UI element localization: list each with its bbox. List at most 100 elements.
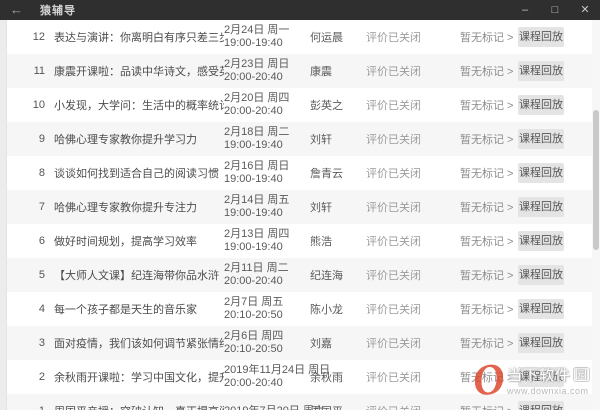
course-number: 12 xyxy=(32,31,45,43)
mark-link[interactable]: 暂无标记 > xyxy=(460,372,514,384)
course-time: 20:10-20:50 xyxy=(224,309,283,321)
course-date: 2月20日 周四 xyxy=(224,92,290,104)
course-date: 2月16日 周日 xyxy=(224,160,290,172)
mark-link[interactable]: 暂无标记 > xyxy=(460,338,514,350)
course-datetime: 2月16日 周日 19:00-19:40 xyxy=(224,160,310,186)
mark-link[interactable]: 暂无标记 > xyxy=(460,168,514,180)
course-datetime: 2月13日 周四 19:00-19:40 xyxy=(224,228,310,254)
course-number: 3 xyxy=(38,337,45,349)
course-title: 余秋雨开课啦：学习中国文化，提升文学素养 xyxy=(54,372,224,384)
playback-button[interactable]: 课程回放 xyxy=(518,367,564,387)
teacher-name: 刘轩 xyxy=(310,202,332,214)
course-number: 4 xyxy=(38,303,45,315)
course-datetime: 2月24日 周一 19:00-19:40 xyxy=(224,24,310,50)
teacher-name: 刘轩 xyxy=(310,134,332,146)
course-time: 19:00-19:40 xyxy=(224,37,283,49)
teacher-name: 彭英之 xyxy=(310,100,343,112)
mark-link[interactable]: 暂无标记 > xyxy=(460,403,518,410)
course-time: 19:00-19:40 xyxy=(224,207,283,219)
mark-link[interactable]: 暂无标记 > xyxy=(460,236,514,248)
close-button[interactable]: ✕ xyxy=(580,4,590,16)
evaluation-status: 评价已关闭 xyxy=(366,66,421,78)
course-title: 【大师人文课】纪连海带你品水浒 xyxy=(54,270,219,282)
evaluation-status: 评价已关闭 xyxy=(366,134,421,146)
course-title: 哈佛心理专家教你提升学习力 xyxy=(54,134,197,146)
course-title: 哈佛心理专家教你提升专注力 xyxy=(54,202,197,214)
minimize-button[interactable]: – xyxy=(521,4,529,16)
course-row: 3 面对疫情，我们该如何调节紧张情绪 2月6日 周四 20:10-20:50 刘… xyxy=(7,326,592,360)
course-datetime: 2月11日 周二 20:00-20:40 xyxy=(224,262,310,288)
course-title: 做好时间规划，提高学习效率 xyxy=(54,236,197,248)
titlebar: ← 猿辅导 – □ ✕ xyxy=(0,0,600,20)
course-number: 11 xyxy=(33,65,45,77)
evaluation-status: 评价已关闭 xyxy=(366,270,421,282)
playback-button[interactable]: 课程回放 xyxy=(518,265,564,285)
maximize-button[interactable]: □ xyxy=(551,4,559,16)
back-arrow-icon[interactable]: ← xyxy=(10,2,23,17)
course-datetime: 2月7日 周五 20:10-20:50 xyxy=(224,296,310,322)
teacher-name: 余秋雨 xyxy=(310,372,343,384)
mark-link[interactable]: 暂无标记 > xyxy=(460,32,514,44)
course-row: 11 康震开课啦：品读中华诗文，感受英雄力量 2月23日 周日 20:00-20… xyxy=(7,54,592,88)
mark-link[interactable]: 暂无标记 > xyxy=(460,66,514,78)
evaluation-status: 评价已关闭 xyxy=(366,372,421,384)
course-row: 4 每一个孩子都是天生的音乐家 2月7日 周五 20:10-20:50 陈小龙 … xyxy=(7,292,592,326)
course-row: 7 哈佛心理专家教你提升专注力 2月14日 周五 19:00-19:40 刘轩 … xyxy=(7,190,592,224)
mark-link[interactable]: 暂无标记 > xyxy=(460,304,514,316)
course-title: 表达与演讲：你离明白有序只差三步 xyxy=(54,32,224,44)
course-date: 2月11日 周二 xyxy=(224,262,289,274)
course-row: 8 谈谈如何找到适合自己的阅读习惯 2月16日 周日 19:00-19:40 詹… xyxy=(7,156,592,190)
app-title: 猿辅导 xyxy=(40,5,76,17)
course-datetime: 2月18日 周二 19:00-19:40 xyxy=(224,126,310,152)
playback-button[interactable]: 课程回放 xyxy=(518,95,564,115)
playback-button[interactable]: 课程回放 xyxy=(518,401,564,410)
playback-button[interactable]: 课程回放 xyxy=(518,61,564,81)
course-row: 12 表达与演讲：你离明白有序只差三步 2月24日 周一 19:00-19:40… xyxy=(7,20,592,54)
course-title: 小发现，大学问：生活中的概率统计思维 xyxy=(54,100,224,112)
course-number: 7 xyxy=(38,201,45,213)
playback-button[interactable]: 课程回放 xyxy=(518,299,564,319)
teacher-name: 周国平 xyxy=(310,403,366,410)
course-date: 2月18日 周二 xyxy=(224,126,290,138)
course-list: 12 表达与演讲：你离明白有序只差三步 2月24日 周一 19:00-19:40… xyxy=(7,20,592,410)
course-date: 2月14日 周五 xyxy=(224,194,290,206)
course-number: 8 xyxy=(38,167,45,179)
course-title: 康震开课啦：品读中华诗文，感受英雄力量 xyxy=(54,66,224,78)
scrollbar[interactable] xyxy=(592,20,600,410)
teacher-name: 陈小龙 xyxy=(310,304,343,316)
evaluation-status: 评价已关闭 xyxy=(366,338,421,350)
course-time: 19:00-19:40 xyxy=(224,139,283,151)
playback-button[interactable]: 课程回放 xyxy=(518,333,564,353)
mark-link[interactable]: 暂无标记 > xyxy=(460,202,514,214)
left-edge-strip xyxy=(0,20,7,410)
course-time: 20:00-20:40 xyxy=(224,275,283,287)
teacher-name: 熊浩 xyxy=(310,236,332,248)
course-row: 6 做好时间规划，提高学习效率 2月13日 周四 19:00-19:40 熊浩 … xyxy=(7,224,592,258)
course-datetime: 2019年7月20日 周六 xyxy=(224,405,325,410)
teacher-name: 何运晨 xyxy=(310,32,343,44)
playback-button[interactable]: 课程回放 xyxy=(518,163,564,183)
course-date: 2月24日 周一 xyxy=(224,24,290,36)
scrollbar-thumb[interactable] xyxy=(593,110,599,250)
course-time: 20:00-20:40 xyxy=(224,377,283,389)
playback-button[interactable]: 课程回放 xyxy=(518,231,564,251)
evaluation-status: 评价已关闭 xyxy=(366,168,421,180)
teacher-name: 詹青云 xyxy=(310,168,343,180)
playback-button[interactable]: 课程回放 xyxy=(518,129,564,149)
evaluation-status: 评价已关闭 xyxy=(366,32,421,44)
course-number: 2 xyxy=(38,371,45,383)
course-date: 2019年7月20日 周六 xyxy=(224,405,325,410)
evaluation-status: 评价已关闭 xyxy=(366,202,421,214)
course-datetime: 2019年11月24日 周日 20:00-20:40 xyxy=(224,364,331,390)
playback-button[interactable]: 课程回放 xyxy=(518,197,564,217)
course-row: 9 哈佛心理专家教你提升学习力 2月18日 周二 19:00-19:40 刘轩 … xyxy=(7,122,592,156)
course-date: 2019年11月24日 周日 xyxy=(224,364,331,376)
mark-link[interactable]: 暂无标记 > xyxy=(460,134,514,146)
evaluation-status: 评价已关闭 xyxy=(366,236,421,248)
mark-link[interactable]: 暂无标记 > xyxy=(460,270,514,282)
course-title: 面对疫情，我们该如何调节紧张情绪 xyxy=(54,338,224,350)
mark-link[interactable]: 暂无标记 > xyxy=(460,100,514,112)
course-number: 6 xyxy=(38,235,45,247)
playback-button[interactable]: 课程回放 xyxy=(518,27,564,47)
